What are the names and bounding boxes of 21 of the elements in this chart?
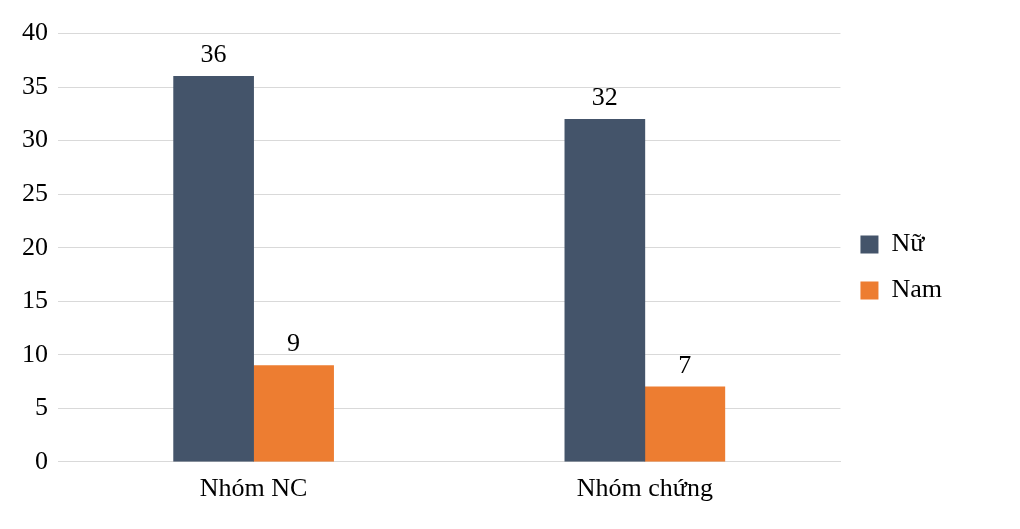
bar [644,386,726,462]
bar [253,365,334,462]
y-tick-label: 35 [22,70,48,100]
y-tick-label: 15 [22,285,48,315]
x-tick-label: Nhóm chứng [576,473,713,503]
data-label: 7 [678,349,692,379]
legend-label: Nam [891,274,943,304]
x-tick-label: Nhóm NC [199,473,308,503]
legend-label: Nữ [891,228,926,258]
y-tick-label: 5 [35,392,48,422]
data-label: 36 [200,39,227,69]
y-tick-label: 25 [22,178,48,207]
y-tick-label: 30 [22,124,48,154]
bar [173,76,254,462]
data-label: 32 [591,82,618,112]
y-tick-label: 40 [22,17,48,47]
y-tick-label: 0 [35,445,48,475]
y-tick-label: 20 [22,231,48,261]
y-tick-label: 10 [22,338,48,368]
data-label: 9 [287,328,301,358]
bar [564,118,646,462]
